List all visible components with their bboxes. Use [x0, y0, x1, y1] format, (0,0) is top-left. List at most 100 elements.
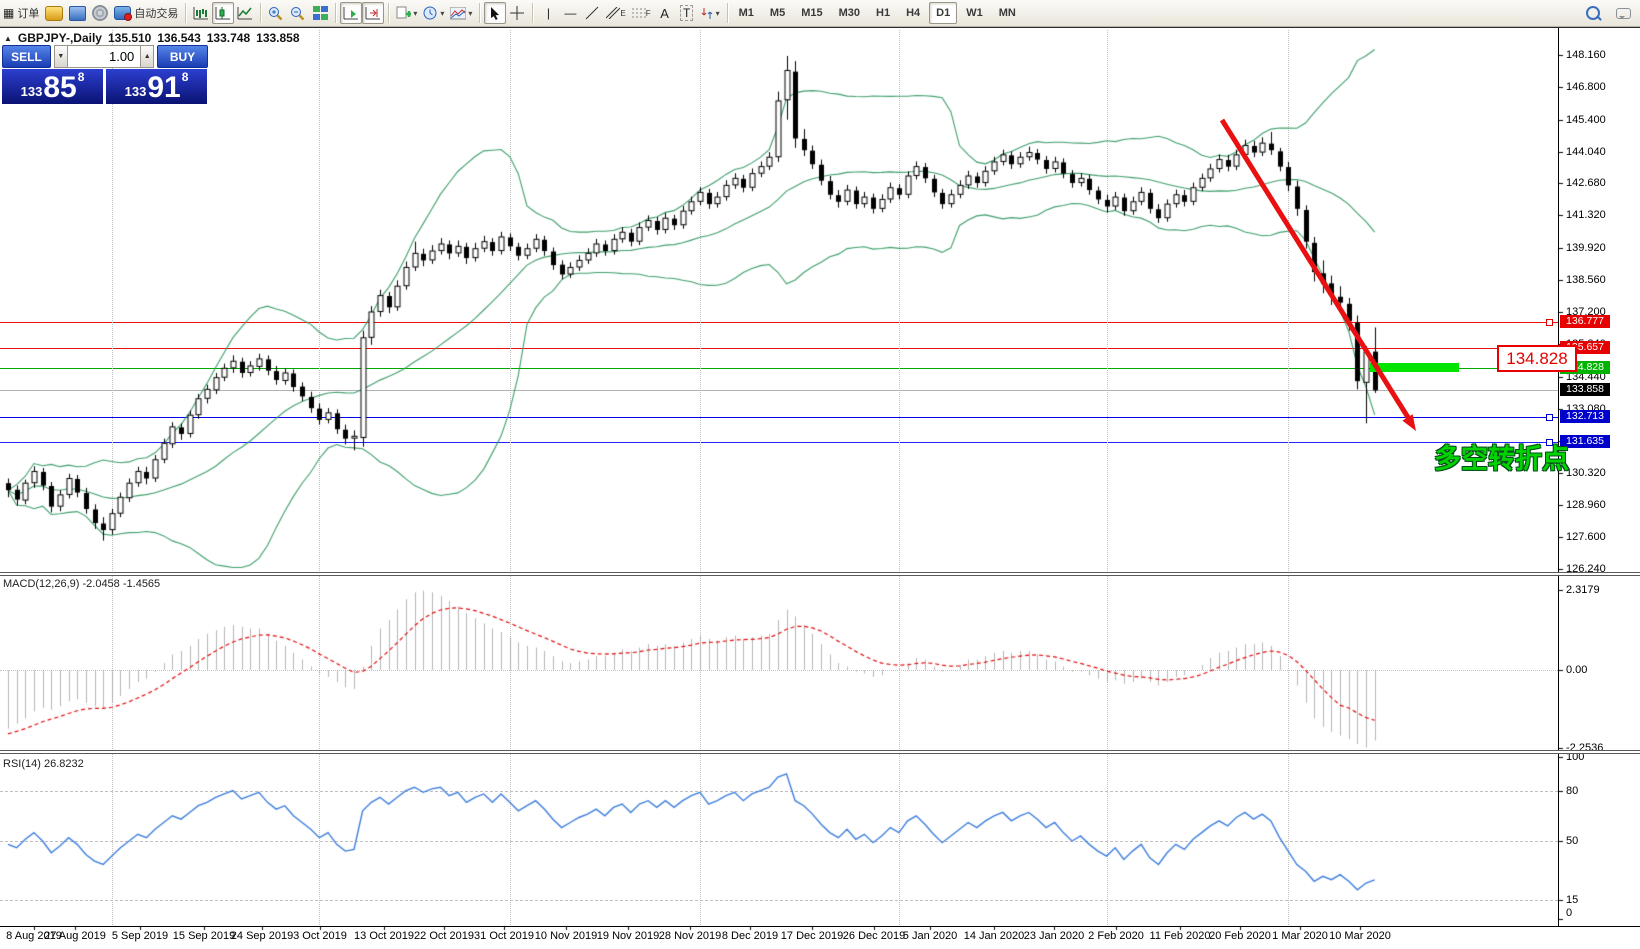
toolbar-separator: [726, 3, 728, 23]
chart-shift-button[interactable]: [362, 2, 385, 24]
trendline-tool[interactable]: [581, 2, 603, 24]
auto-trading-icon: [114, 6, 133, 21]
auto-scroll-icon: [343, 7, 359, 20]
new-order-label: 订单: [17, 8, 40, 20]
toolbar-separator: [335, 3, 337, 23]
sell-price-figure: 133: [20, 84, 43, 99]
text-tool-icon: A: [660, 5, 669, 21]
timeframe-M15[interactable]: M15: [801, 7, 823, 19]
one-click-trade-panel: SELL ▼ 1.00 ▲ BUY 133 85 8 133 91 8: [2, 45, 208, 104]
fibonacci-tool[interactable]: F: [629, 2, 654, 24]
auto-scroll-button[interactable]: [340, 2, 363, 24]
bar-chart-icon: [193, 7, 209, 20]
macd-label: MACD(12,26,9) -2.0458 -1.4565: [3, 578, 161, 590]
horizontal-line-tool[interactable]: —: [559, 2, 581, 24]
text-label-tool[interactable]: T: [676, 2, 698, 24]
template-icon: [450, 6, 467, 19]
candlestick-chart-button[interactable]: [212, 2, 235, 24]
timeframe-H1[interactable]: H1: [876, 7, 891, 19]
chevron-down-icon: ▾: [440, 8, 445, 18]
toolbar-separator: [388, 3, 390, 23]
timeframe-H4[interactable]: H4: [906, 7, 921, 19]
line-chart-button[interactable]: [234, 2, 256, 24]
zoom-out-button[interactable]: [287, 2, 309, 24]
buy-price-big: 91: [147, 71, 181, 104]
auto-trading-button[interactable]: 自动交易: [111, 2, 181, 24]
support-zone-rectangle[interactable]: [1370, 363, 1459, 372]
new-chart-button[interactable]: ▾: [393, 2, 420, 24]
channel-icon: [606, 7, 621, 19]
crosshair-icon: [510, 6, 525, 20]
channel-tool[interactable]: E: [603, 2, 628, 24]
buy-price-figure: 133: [124, 84, 147, 99]
trendline-icon: [586, 6, 599, 20]
cursor-tool-button[interactable]: [484, 2, 507, 24]
bar-chart-button[interactable]: [190, 2, 212, 24]
channel-sub-label: E: [620, 8, 626, 18]
tile-windows-button[interactable]: [309, 2, 331, 24]
new-chart-icon: [396, 6, 412, 18]
sell-price-display[interactable]: 133 85 8: [2, 69, 103, 104]
timeframe-M1[interactable]: M1: [738, 7, 754, 19]
macd-signal-value: -1.4565: [122, 578, 161, 590]
one-click-collapse-icon[interactable]: ▲: [4, 33, 12, 43]
sell-price-pip: 8: [77, 70, 85, 84]
macd-main-value: -2.0458: [82, 578, 120, 590]
periods-button[interactable]: ▾: [420, 2, 447, 24]
auto-trading-label: 自动交易: [134, 8, 179, 20]
new-order-icon: ▦: [3, 6, 15, 20]
zoom-in-button[interactable]: [265, 2, 287, 24]
timeframe-M5[interactable]: M5: [769, 7, 786, 19]
chart-shift-icon: [365, 7, 381, 20]
clock-icon: [423, 6, 437, 19]
candlestick-chart-icon: [215, 7, 231, 20]
market-watch-button[interactable]: [42, 2, 66, 24]
ohlc-low: 133.748: [206, 31, 251, 45]
signals-icon: [92, 5, 109, 21]
turning-point-annotation[interactable]: 多空转折点: [1434, 444, 1569, 474]
timeframe-M30[interactable]: M30: [838, 7, 861, 19]
arrows-tool[interactable]: ▾: [698, 2, 723, 24]
volume-input[interactable]: 1.00: [67, 45, 141, 68]
toolbar-right-group: [1582, 2, 1634, 24]
timeframe-MN[interactable]: MN: [998, 7, 1016, 19]
toolbar-separator: [185, 3, 187, 23]
timeframe-W1[interactable]: W1: [966, 7, 983, 19]
market-watch-icon: [45, 5, 64, 21]
vertical-line-icon: |: [546, 6, 550, 20]
chevron-down-icon: ▾: [468, 8, 473, 18]
main-toolbar: ▦ 订单 自动交易: [0, 0, 1640, 27]
buy-button[interactable]: BUY: [157, 45, 208, 68]
window-border: [0, 26, 1640, 28]
buy-price-display[interactable]: 133 91 8: [106, 69, 207, 104]
chevron-down-icon: ▾: [715, 8, 720, 18]
timeframe-D1[interactable]: D1: [929, 2, 958, 24]
search-icon: [1586, 6, 1600, 20]
crosshair-tool-button[interactable]: [506, 2, 528, 24]
chat-button[interactable]: [1612, 2, 1634, 24]
cursor-icon: [491, 7, 500, 20]
templates-button[interactable]: ▾: [447, 2, 475, 24]
symbol-label: GBPJPY-,Daily: [17, 31, 102, 45]
data-window-icon: [69, 5, 87, 21]
text-tool[interactable]: A: [654, 2, 676, 24]
search-button[interactable]: [1582, 2, 1604, 24]
rsi-label: RSI(14) 26.8232: [3, 758, 84, 770]
sell-price-big: 85: [43, 71, 77, 104]
data-window-button[interactable]: [66, 2, 89, 24]
buy-price-pip: 8: [181, 70, 189, 84]
new-order-button[interactable]: ▦ 订单: [0, 2, 42, 24]
horizontal-line-icon: —: [564, 6, 577, 20]
signals-button[interactable]: [89, 2, 111, 24]
volume-decrease-button[interactable]: ▼: [53, 45, 68, 68]
price-callout-box[interactable]: 134.828: [1497, 345, 1577, 372]
text-label-icon: T: [679, 5, 694, 21]
vertical-line-tool[interactable]: |: [537, 2, 559, 24]
chevron-down-icon: ▾: [413, 8, 418, 18]
sell-button[interactable]: SELL: [2, 45, 51, 68]
trend-arrow-annotation[interactable]: [1210, 110, 1430, 450]
toolbar-separator: [532, 3, 534, 23]
volume-increase-button[interactable]: ▲: [140, 45, 155, 68]
ohlc-high: 136.543: [157, 31, 201, 45]
